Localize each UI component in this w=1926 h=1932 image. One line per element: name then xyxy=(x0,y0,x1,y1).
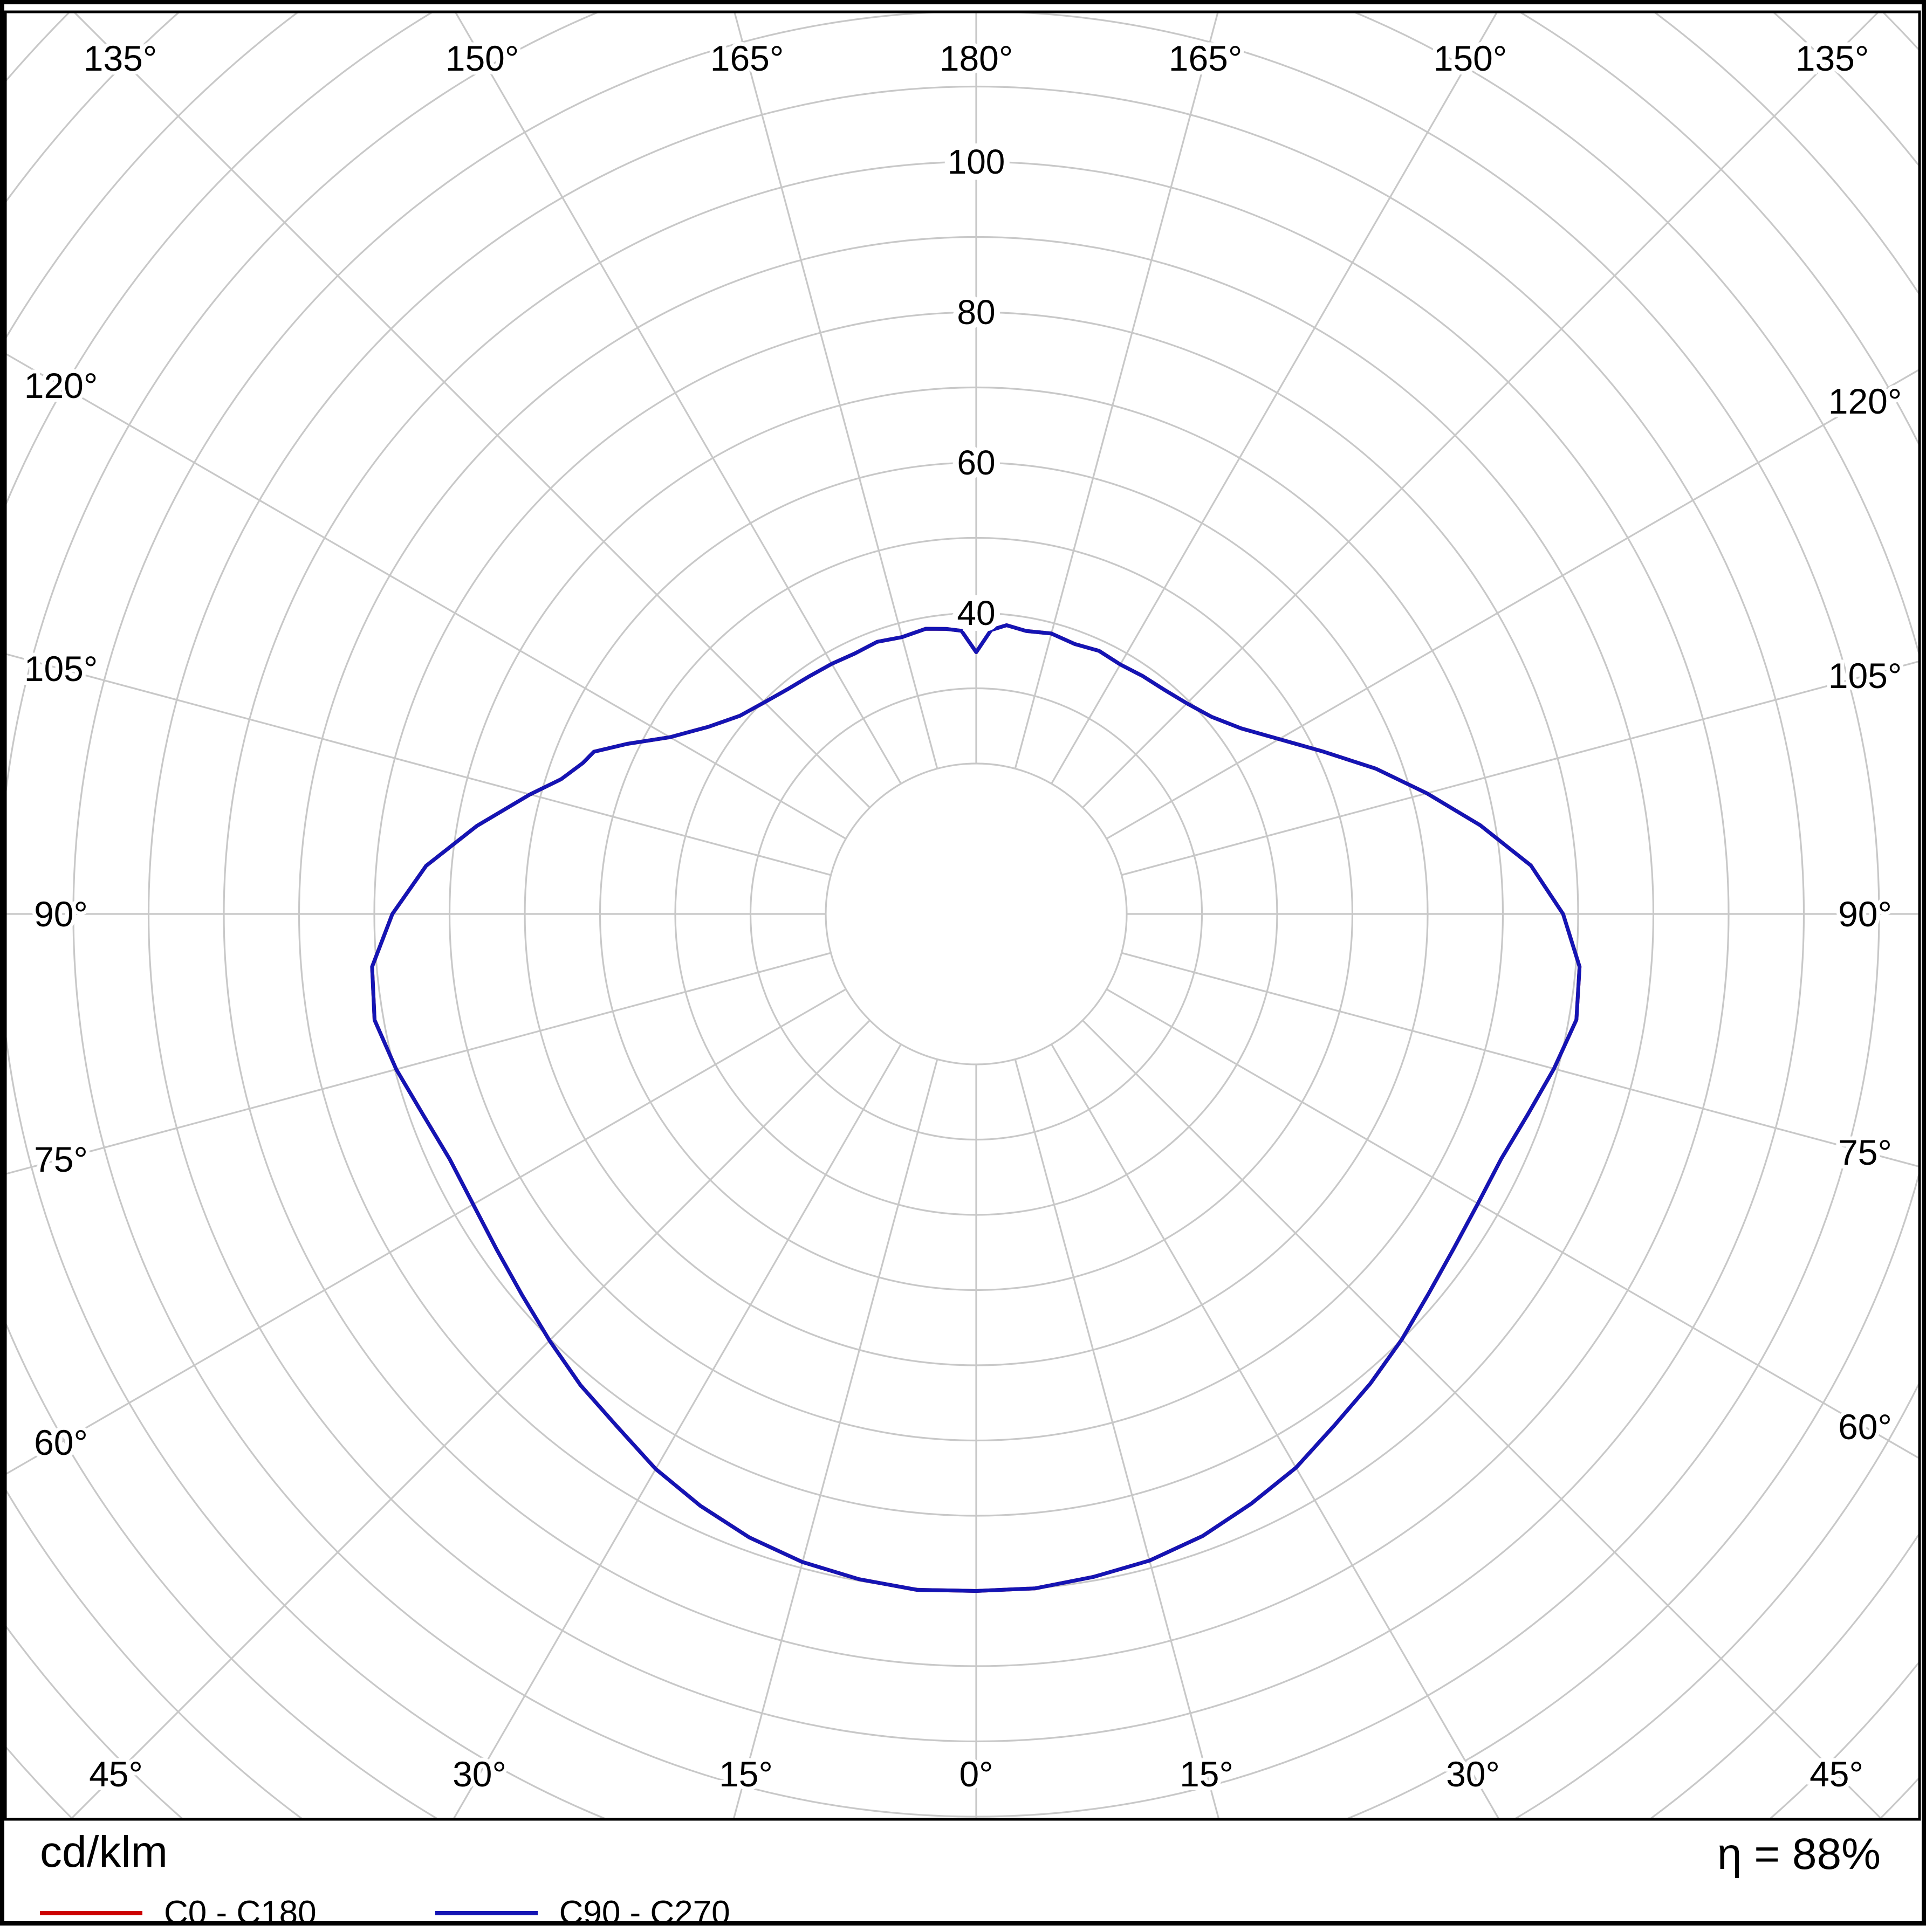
grid-radial-315 xyxy=(70,1020,871,1818)
angle-label-0-right: 0° xyxy=(959,1754,993,1794)
angle-label-135-right: 135° xyxy=(1795,38,1869,78)
grid-circle-160 xyxy=(6,13,1918,1818)
grid-radial-195 xyxy=(734,13,938,769)
angle-label-165-right: 165° xyxy=(1169,38,1243,78)
grid-radial-165 xyxy=(1014,13,1219,769)
grid-radial-120 xyxy=(1106,369,1918,840)
legend-item-c90-c270: C90 - C270 xyxy=(435,1894,730,1932)
grid-radial-30 xyxy=(1051,1043,1500,1818)
legend-swatch-red xyxy=(40,1910,142,1915)
grid-radial-60 xyxy=(1106,988,1918,1459)
angle-label-120-left: 120° xyxy=(24,366,98,405)
angle-label-60-right: 60° xyxy=(1838,1407,1892,1447)
radial-tick-60: 60 xyxy=(957,443,995,482)
radial-tick-80: 80 xyxy=(957,293,995,332)
angle-label-135-left: 135° xyxy=(84,38,157,78)
angle-label-105-right: 105° xyxy=(1828,656,1902,696)
radial-tick-40: 40 xyxy=(957,594,995,632)
angle-label-15-left: 15° xyxy=(719,1754,773,1794)
grid-radial-345 xyxy=(732,1059,938,1818)
legend-label-c90-c270: C90 - C270 xyxy=(559,1894,730,1931)
angle-label-165-left: 165° xyxy=(710,38,784,78)
angle-label-150-left: 150° xyxy=(445,38,519,78)
grid-radial-105 xyxy=(1121,661,1918,876)
legend-swatch-blue xyxy=(435,1910,538,1915)
legend-item-c0-c180: C0 - C180 xyxy=(40,1894,317,1932)
grid-circle-20 xyxy=(825,762,1128,1065)
angle-label-60-left: 60° xyxy=(34,1422,88,1462)
polar-grid xyxy=(6,13,1918,1818)
grid-radial-285 xyxy=(6,952,831,1175)
grid-radial-135 xyxy=(1082,13,1879,808)
plot-frame xyxy=(4,10,1921,1821)
angle-label-15-right: 15° xyxy=(1180,1754,1233,1794)
angle-label-105-left: 105° xyxy=(24,649,98,689)
angle-label-90-right: 90° xyxy=(1838,894,1892,934)
angle-label-120-right: 120° xyxy=(1828,381,1902,421)
legend: C0 - C180 C90 - C270 xyxy=(40,1894,849,1932)
grid-radial-45 xyxy=(1082,1020,1882,1818)
radial-tick-100: 100 xyxy=(948,142,1005,181)
footer: cd/klm η = 88% C0 - C180 C90 - C270 xyxy=(0,1820,1926,1931)
grid-radial-300 xyxy=(6,988,847,1475)
angle-label-45-right: 45° xyxy=(1810,1754,1863,1794)
angle-label-45-left: 45° xyxy=(89,1754,143,1794)
grid-radial-75 xyxy=(1121,952,1918,1167)
angle-label-150-right: 150° xyxy=(1434,38,1507,78)
grid-radial-240 xyxy=(6,353,847,840)
angle-label-75-right: 75° xyxy=(1838,1132,1892,1172)
grid-radial-15 xyxy=(1014,1059,1220,1818)
grid-radial-225 xyxy=(73,13,871,808)
angle-label-90-left: 90° xyxy=(34,894,88,934)
angle-label-180-right: 180° xyxy=(940,38,1013,78)
axis-labels: 0° 15° 15° 30° 30° 45° 45° 60° 60° 75° 75° 90° 90° 10… xyxy=(20,35,1906,1798)
curve-c90-c270 xyxy=(370,623,1582,1593)
grid-radial-330 xyxy=(453,1043,902,1818)
units-label: cd/klm xyxy=(40,1827,168,1876)
angle-label-30-left: 30° xyxy=(453,1754,506,1794)
grid-radial-255 xyxy=(6,653,831,876)
angle-label-75-left: 75° xyxy=(34,1139,88,1179)
legend-label-c0-c180: C0 - C180 xyxy=(164,1894,317,1931)
grid-circle-170 xyxy=(6,13,1918,1818)
polar-chart: 0° 15° 15° 30° 30° 45° 45° 60° 60° 75° 75° 90° 90° 10… xyxy=(4,10,1921,1821)
grid-circle-150 xyxy=(6,13,1918,1818)
angle-label-30-right: 30° xyxy=(1446,1754,1500,1794)
efficiency-value: η = 88% xyxy=(1717,1830,1881,1879)
grid-radial-150 xyxy=(1051,13,1498,785)
grid-circle-140 xyxy=(6,13,1918,1818)
grid-radial-210 xyxy=(455,13,902,785)
grid-circle-130 xyxy=(6,13,1918,1818)
